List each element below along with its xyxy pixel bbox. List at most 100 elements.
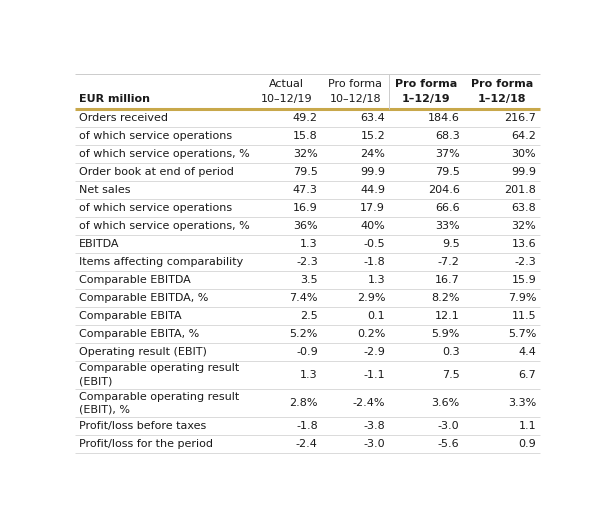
Text: -2.9: -2.9 [363,347,385,357]
Text: 5.9%: 5.9% [431,329,460,339]
Text: 32%: 32% [293,149,318,159]
Text: Comparable EBITDA, %: Comparable EBITDA, % [79,293,208,303]
Text: 201.8: 201.8 [505,185,536,195]
Text: 10–12/18: 10–12/18 [329,94,381,104]
Text: 216.7: 216.7 [505,113,536,123]
Text: 64.2: 64.2 [511,131,536,141]
Text: EUR million: EUR million [79,94,150,104]
Text: 8.2%: 8.2% [431,293,460,303]
Text: 1.3: 1.3 [368,275,385,285]
Text: Comparable operating result: Comparable operating result [79,364,239,373]
Text: 11.5: 11.5 [512,311,536,321]
Text: Pro forma: Pro forma [470,79,533,89]
Text: 12.1: 12.1 [435,311,460,321]
Text: -0.9: -0.9 [296,347,318,357]
Text: 99.9: 99.9 [511,167,536,177]
Text: 5.7%: 5.7% [508,329,536,339]
Text: 40%: 40% [361,221,385,231]
Text: Net sales: Net sales [79,185,130,195]
Text: 3.5: 3.5 [300,275,318,285]
Text: 0.3: 0.3 [442,347,460,357]
Text: 7.9%: 7.9% [508,293,536,303]
Text: -2.4: -2.4 [296,439,318,449]
Text: -7.2: -7.2 [437,257,460,267]
Text: 1.3: 1.3 [300,370,318,380]
Text: of which service operations, %: of which service operations, % [79,149,250,159]
Text: Comparable EBITA: Comparable EBITA [79,311,181,321]
Text: 32%: 32% [512,221,536,231]
Text: 15.2: 15.2 [361,131,385,141]
Text: 37%: 37% [435,149,460,159]
Text: 5.2%: 5.2% [289,329,318,339]
Text: 15.8: 15.8 [293,131,318,141]
Text: 184.6: 184.6 [428,113,460,123]
Text: Profit/loss before taxes: Profit/loss before taxes [79,421,206,431]
Text: -2.4%: -2.4% [353,398,385,408]
Text: (EBIT), %: (EBIT), % [79,405,130,414]
Text: 15.9: 15.9 [512,275,536,285]
Text: 24%: 24% [360,149,385,159]
Text: Items affecting comparability: Items affecting comparability [79,257,243,267]
Text: Orders received: Orders received [79,113,168,123]
Text: 2.8%: 2.8% [289,398,318,408]
Text: -0.5: -0.5 [364,239,385,249]
Text: 0.2%: 0.2% [357,329,385,339]
Text: of which service operations, %: of which service operations, % [79,221,250,231]
Text: 63.4: 63.4 [361,113,385,123]
Text: -2.3: -2.3 [296,257,318,267]
Text: 0.9: 0.9 [518,439,536,449]
Text: 2.9%: 2.9% [356,293,385,303]
Text: of which service operations: of which service operations [79,131,232,141]
Text: 7.4%: 7.4% [289,293,318,303]
Text: 2.5: 2.5 [300,311,318,321]
Text: -3.8: -3.8 [364,421,385,431]
Text: 68.3: 68.3 [435,131,460,141]
Text: 30%: 30% [512,149,536,159]
Text: Comparable EBITDA: Comparable EBITDA [79,275,190,285]
Text: 3.3%: 3.3% [508,398,536,408]
Text: 79.5: 79.5 [434,167,460,177]
Text: 1–12/18: 1–12/18 [478,94,526,104]
Text: 1–12/19: 1–12/19 [402,94,451,104]
Text: -2.3: -2.3 [515,257,536,267]
Text: EBITDA: EBITDA [79,239,119,249]
Text: -3.0: -3.0 [438,421,460,431]
Text: Comparable operating result: Comparable operating result [79,392,239,401]
Text: Profit/loss for the period: Profit/loss for the period [79,439,213,449]
Text: 47.3: 47.3 [293,185,318,195]
Text: 79.5: 79.5 [293,167,318,177]
Text: 16.9: 16.9 [293,203,318,213]
Text: -1.1: -1.1 [364,370,385,380]
Text: Comparable EBITA, %: Comparable EBITA, % [79,329,199,339]
Text: 49.2: 49.2 [293,113,318,123]
Text: -5.6: -5.6 [438,439,460,449]
Text: -1.8: -1.8 [364,257,385,267]
Text: 6.7: 6.7 [518,370,536,380]
Text: 36%: 36% [293,221,318,231]
Text: -1.8: -1.8 [296,421,318,431]
Text: 66.6: 66.6 [435,203,460,213]
Text: 33%: 33% [435,221,460,231]
Text: 204.6: 204.6 [428,185,460,195]
Text: 17.9: 17.9 [360,203,385,213]
Text: 1.1: 1.1 [518,421,536,431]
Text: 13.6: 13.6 [512,239,536,249]
Text: 63.8: 63.8 [512,203,536,213]
Text: (EBIT): (EBIT) [79,377,112,386]
Text: Pro forma: Pro forma [395,79,457,89]
Text: 0.1: 0.1 [368,311,385,321]
Text: 9.5: 9.5 [442,239,460,249]
Text: -3.0: -3.0 [364,439,385,449]
Text: Operating result (EBIT): Operating result (EBIT) [79,347,206,357]
Text: 7.5: 7.5 [442,370,460,380]
Text: 99.9: 99.9 [360,167,385,177]
Text: 3.6%: 3.6% [431,398,460,408]
Text: of which service operations: of which service operations [79,203,232,213]
Text: 16.7: 16.7 [435,275,460,285]
Text: 1.3: 1.3 [300,239,318,249]
Text: Pro forma: Pro forma [328,79,382,89]
Text: Actual: Actual [269,79,304,89]
Text: 44.9: 44.9 [360,185,385,195]
Text: 4.4: 4.4 [518,347,536,357]
Text: Order book at end of period: Order book at end of period [79,167,233,177]
